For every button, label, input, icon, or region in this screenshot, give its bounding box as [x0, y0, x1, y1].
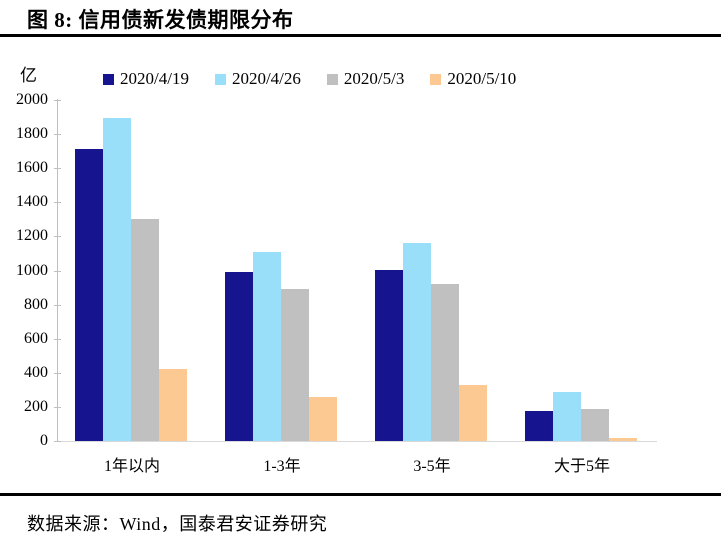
y-axis-tick-label: 1400 [16, 193, 48, 211]
legend-item: 2020/4/19 [103, 69, 189, 89]
y-axis-tick-mark [54, 406, 61, 408]
bar-2020/4/19-3-5年 [375, 270, 403, 441]
bar-2020/4/19-1年以内 [75, 149, 103, 441]
y-axis-tick-mark [54, 270, 61, 272]
legend-label: 2020/5/10 [447, 69, 517, 88]
bar-2020/4/26-大于5年 [553, 392, 581, 441]
y-axis-tick-mark [54, 304, 61, 306]
x-axis-category-label: 1-3年 [263, 458, 301, 475]
y-axis-tick-label: 1000 [16, 261, 48, 279]
legend-item: 2020/5/3 [326, 69, 405, 89]
title-divider-line [0, 34, 721, 37]
bar-2020/4/26-1年以内 [103, 118, 131, 441]
legend-swatch-icon [326, 73, 338, 85]
y-axis-tick-mark [54, 236, 61, 238]
bar-2020/5/10-1-3年 [309, 397, 337, 441]
y-axis-tick-label: 200 [24, 397, 48, 415]
footer-divider-line [0, 493, 721, 496]
bar-2020/4/26-1-3年 [253, 252, 281, 441]
y-axis-tick-mark [54, 100, 61, 101]
bar-2020/4/19-大于5年 [525, 411, 553, 441]
chart-legend: 2020/4/19 2020/4/26 2020/5/3 2020/5/10 [103, 69, 516, 89]
legend-label: 2020/4/19 [120, 69, 189, 88]
y-axis-tick-label: 800 [24, 295, 48, 313]
x-axis-category-label: 3-5年 [413, 458, 451, 475]
legend-item: 2020/4/26 [214, 69, 301, 89]
bar-2020/5/10-1年以内 [159, 369, 187, 441]
bar-2020/4/19-1-3年 [225, 272, 253, 441]
legend-label: 2020/4/26 [231, 69, 301, 88]
legend-swatch-icon [214, 73, 226, 85]
figure-title: 图 8: 信用债新发债期限分布 [27, 8, 294, 32]
y-axis-tick-label: 1600 [16, 159, 48, 177]
legend-swatch-icon [103, 73, 114, 85]
y-axis-tick-label: 0 [40, 432, 48, 449]
y-axis-tick-mark [54, 372, 61, 374]
bar-2020/5/3-大于5年 [581, 409, 609, 441]
data-source-note: 数据来源：Wind，国泰君安证券研究 [27, 514, 328, 534]
legend-swatch-icon [430, 73, 442, 85]
y-axis-tick-mark [54, 441, 61, 442]
bar-2020/5/10-3-5年 [459, 385, 487, 441]
y-axis-tick-mark [54, 338, 61, 340]
bar-2020/5/3-1-3年 [281, 289, 309, 441]
legend-item: 2020/5/10 [430, 69, 516, 89]
legend-label: 2020/5/3 [343, 69, 405, 88]
bar-2020/5/10-大于5年 [609, 438, 637, 441]
bar-2020/5/3-1年以内 [131, 219, 159, 441]
y-axis-tick-mark [54, 202, 61, 204]
y-axis-tick-label: 600 [24, 329, 48, 347]
y-axis-tick-mark [54, 168, 61, 170]
x-axis-category-label: 1年以内 [103, 458, 160, 475]
x-axis-category-label: 大于5年 [553, 458, 610, 475]
y-axis-tick-label: 1200 [16, 227, 48, 245]
y-axis-unit-label: 亿 [20, 66, 37, 85]
bar-2020/5/3-3-5年 [431, 284, 459, 441]
x-axis-baseline [57, 441, 657, 442]
y-axis-tick-label: 1800 [16, 125, 48, 143]
y-axis-tick-mark [54, 134, 61, 136]
y-axis-tick-label: 400 [24, 363, 48, 381]
y-axis-tick-label: 2000 [16, 91, 48, 108]
bar-2020/4/26-3-5年 [403, 243, 431, 441]
